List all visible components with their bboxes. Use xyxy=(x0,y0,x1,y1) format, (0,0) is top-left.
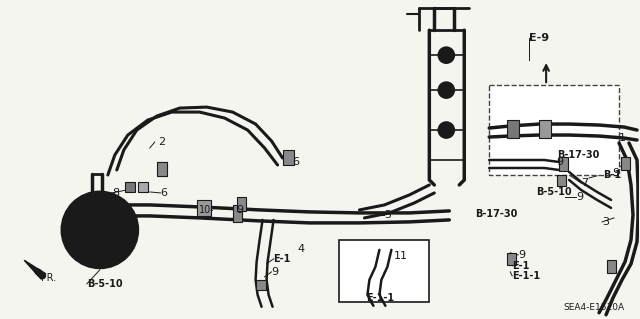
Bar xyxy=(125,182,135,192)
Text: 9: 9 xyxy=(612,168,619,178)
Bar xyxy=(138,182,148,192)
Bar xyxy=(559,157,568,171)
Bar xyxy=(607,260,616,273)
Text: 9: 9 xyxy=(237,205,244,215)
Text: E-1-1: E-1-1 xyxy=(367,293,394,303)
Circle shape xyxy=(62,192,138,268)
Text: B-1: B-1 xyxy=(603,170,621,180)
Text: 6: 6 xyxy=(292,157,300,167)
Text: 8: 8 xyxy=(112,188,119,198)
Circle shape xyxy=(438,47,454,63)
Text: 2: 2 xyxy=(157,137,165,147)
Text: 9: 9 xyxy=(518,250,525,260)
Text: B-17-30: B-17-30 xyxy=(557,150,600,160)
Circle shape xyxy=(438,122,454,138)
Circle shape xyxy=(438,82,454,98)
Bar xyxy=(255,280,266,290)
Bar xyxy=(508,253,516,265)
Text: E-1-1: E-1-1 xyxy=(512,271,540,281)
Text: 7: 7 xyxy=(581,178,588,188)
Bar xyxy=(557,175,566,186)
Text: E-9: E-9 xyxy=(529,33,549,43)
Text: 4: 4 xyxy=(298,244,305,254)
Text: 1: 1 xyxy=(619,133,626,143)
Text: 10: 10 xyxy=(198,205,211,215)
Bar xyxy=(157,162,167,176)
Bar xyxy=(196,200,211,216)
Bar xyxy=(237,197,246,211)
Bar xyxy=(539,120,551,138)
Text: E-1: E-1 xyxy=(512,261,529,271)
Bar xyxy=(232,205,242,222)
Text: 9: 9 xyxy=(271,267,278,277)
Text: 5: 5 xyxy=(385,210,392,220)
Text: SEA4-E1510A: SEA4-E1510A xyxy=(563,303,624,312)
Text: B-5-10: B-5-10 xyxy=(87,279,122,289)
Bar xyxy=(489,85,619,175)
Bar xyxy=(508,120,519,138)
Text: E-1: E-1 xyxy=(273,254,291,264)
Text: 9: 9 xyxy=(576,192,583,202)
Text: 3: 3 xyxy=(602,217,609,227)
Text: B-5-10: B-5-10 xyxy=(536,187,572,197)
Text: B-17-30: B-17-30 xyxy=(476,209,518,219)
Text: 6: 6 xyxy=(161,188,168,198)
Bar xyxy=(621,157,630,170)
Bar xyxy=(282,150,294,165)
Text: 11: 11 xyxy=(394,251,408,261)
Bar xyxy=(339,240,429,302)
Text: FR.: FR. xyxy=(41,273,56,283)
Polygon shape xyxy=(24,260,45,279)
Text: 9: 9 xyxy=(556,157,563,167)
Circle shape xyxy=(95,225,105,235)
